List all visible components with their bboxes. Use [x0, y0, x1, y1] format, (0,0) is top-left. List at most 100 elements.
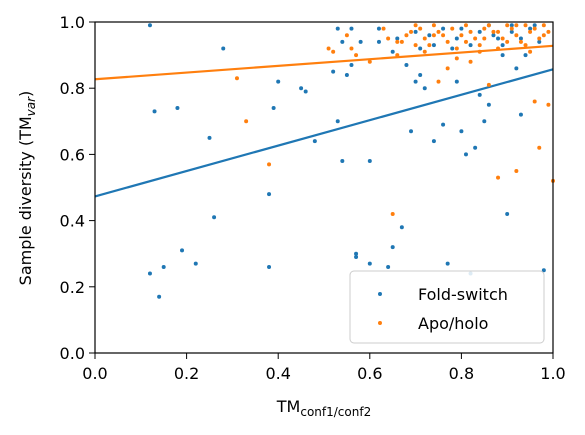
legend-marker-fold-switch — [378, 292, 382, 296]
point-apo-holo-25 — [459, 33, 464, 38]
point-apo-holo-44 — [532, 26, 537, 31]
x-axis-ticks: 0.0 0.2 0.4 0.6 0.8 1.0 — [82, 353, 566, 383]
point-apo-holo-32 — [486, 82, 491, 87]
point-fold-switch-23 — [354, 251, 359, 256]
y-tick-label-0: 0.0 — [60, 344, 85, 363]
point-fold-switch-42 — [459, 129, 464, 134]
point-fold-switch-50 — [500, 53, 505, 58]
point-fold-switch-58 — [335, 26, 340, 31]
point-apo-holo-5 — [344, 33, 349, 38]
point-apo-holo-60 — [422, 49, 427, 54]
point-apo-holo-28 — [473, 36, 478, 41]
point-fold-switch-74 — [523, 53, 528, 58]
point-fold-switch-4 — [207, 135, 212, 140]
point-apo-holo-30 — [482, 26, 487, 31]
point-apo-holo-31 — [486, 23, 491, 28]
point-fold-switch-59 — [349, 26, 354, 31]
point-apo-holo-65 — [514, 23, 519, 28]
point-fold-switch-64 — [427, 33, 432, 38]
point-fold-switch-11 — [267, 264, 272, 269]
point-fold-switch-77 — [418, 46, 423, 51]
y-axis-label: Sample diversity (TMvar) — [16, 91, 38, 286]
point-apo-holo-67 — [541, 33, 546, 38]
point-fold-switch-29 — [390, 245, 395, 250]
point-fold-switch-33 — [413, 79, 418, 84]
point-fold-switch-67 — [468, 43, 473, 48]
point-apo-holo-22 — [445, 39, 450, 44]
point-apo-holo-13 — [404, 33, 409, 38]
point-fold-switch-73 — [518, 36, 523, 41]
point-apo-holo-64 — [496, 29, 501, 34]
point-fold-switch-0 — [147, 23, 152, 28]
x-axis-label-main: TM — [276, 397, 301, 416]
point-apo-holo-8 — [381, 26, 386, 31]
trendline-apo-holo — [94, 44, 554, 81]
point-fold-switch-5 — [212, 215, 217, 220]
point-apo-holo-55 — [505, 39, 510, 44]
point-apo-holo-36 — [505, 23, 510, 28]
point-apo-holo-21 — [441, 33, 446, 38]
point-fold-switch-37 — [431, 43, 436, 48]
legend-marker-apo-holo — [378, 321, 382, 325]
point-apo-holo-49 — [546, 29, 551, 34]
point-fold-switch-15 — [299, 86, 304, 91]
point-fold-switch-14 — [276, 79, 281, 84]
point-apo-holo-7 — [354, 53, 359, 58]
point-fold-switch-27 — [376, 39, 381, 44]
point-apo-holo-27 — [468, 29, 473, 34]
point-fold-switch-47 — [482, 119, 487, 124]
point-fold-switch-79 — [340, 39, 345, 44]
y-tick-label-1: 0.2 — [60, 278, 85, 297]
point-apo-holo-10 — [390, 211, 395, 216]
point-fold-switch-62 — [395, 36, 400, 41]
points-layer — [147, 23, 555, 299]
legend-box — [349, 270, 545, 344]
point-fold-switch-38 — [441, 122, 446, 127]
point-fold-switch-26 — [367, 261, 372, 266]
point-apo-holo-37 — [509, 26, 514, 31]
point-fold-switch-54 — [518, 112, 523, 117]
point-apo-holo-29 — [477, 43, 482, 48]
point-fold-switch-18 — [331, 69, 336, 74]
point-fold-switch-66 — [454, 36, 459, 41]
point-apo-holo-43 — [532, 99, 537, 104]
point-fold-switch-53 — [514, 66, 519, 71]
point-apo-holo-52 — [468, 59, 473, 64]
y-tick-label-5: 1.0 — [60, 13, 85, 32]
point-apo-holo-39 — [514, 33, 519, 38]
point-fold-switch-52 — [509, 29, 514, 34]
point-apo-holo-69 — [431, 33, 436, 38]
y-tick-label-2: 0.4 — [60, 212, 85, 231]
trendline-fold-switch — [94, 68, 554, 198]
point-fold-switch-28 — [386, 264, 391, 269]
point-fold-switch-21 — [344, 72, 349, 77]
legend: Fold-switch Apo/holo — [349, 270, 545, 344]
point-apo-holo-45 — [537, 145, 542, 150]
point-fold-switch-48 — [486, 102, 491, 107]
point-apo-holo-24 — [454, 46, 459, 51]
point-apo-holo-38 — [514, 168, 519, 173]
y-axis-label-close: ) — [16, 91, 35, 97]
point-apo-holo-42 — [528, 29, 533, 34]
point-fold-switch-51 — [505, 211, 510, 216]
point-fold-switch-63 — [413, 29, 418, 34]
point-apo-holo-11 — [395, 39, 400, 44]
point-fold-switch-20 — [340, 159, 345, 164]
point-fold-switch-61 — [376, 26, 381, 31]
point-apo-holo-33 — [491, 29, 496, 34]
point-fold-switch-57 — [541, 268, 546, 273]
point-fold-switch-65 — [441, 26, 446, 31]
plot-frame — [94, 21, 554, 354]
point-apo-holo-1 — [244, 119, 249, 124]
point-fold-switch-68 — [477, 29, 482, 34]
x-tick-label-3: 0.6 — [357, 364, 382, 383]
point-fold-switch-31 — [404, 63, 409, 68]
point-apo-holo-16 — [418, 26, 423, 31]
point-fold-switch-17 — [312, 139, 317, 144]
x-tick-label-5: 1.0 — [540, 364, 565, 383]
y-axis-ticks: 0.0 0.2 0.4 0.6 0.8 1.0 — [60, 13, 95, 363]
point-fold-switch-8 — [157, 294, 162, 299]
point-apo-holo-59 — [395, 53, 400, 58]
